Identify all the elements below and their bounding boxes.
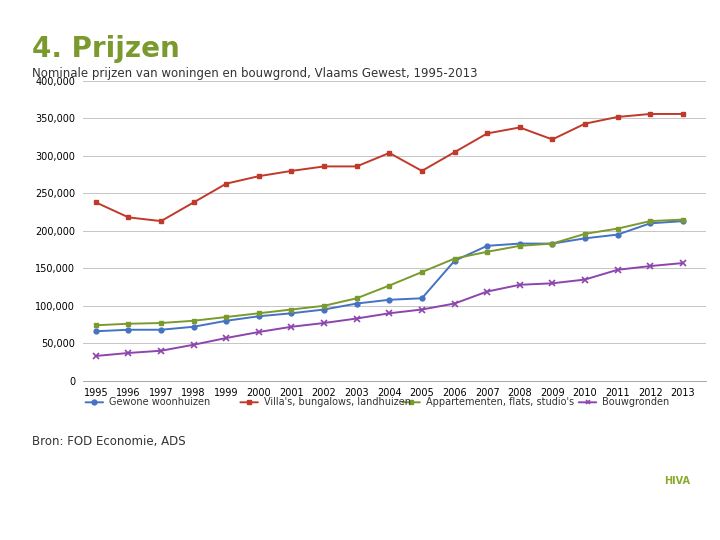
Text: 18: 18 xyxy=(353,520,367,530)
Line: Bouwgronden: Bouwgronden xyxy=(93,260,686,359)
Appartementen, flats, studio's xyxy=(157,320,166,326)
Appartementen, flats, studio's xyxy=(613,225,622,232)
Villa's, bungalows, landhuizen xyxy=(352,163,361,170)
Bouwgronden xyxy=(678,260,687,266)
Gewone woonhuizen xyxy=(320,306,328,313)
Villa's, bungalows, landhuizen xyxy=(157,218,166,224)
Appartementen, flats, studio's xyxy=(450,255,459,262)
Appartementen, flats, studio's xyxy=(287,306,296,313)
Gewone woonhuizen xyxy=(548,240,557,247)
Text: Gewone woonhuizen: Gewone woonhuizen xyxy=(109,397,210,407)
Gewone woonhuizen xyxy=(516,240,524,247)
Gewone woonhuizen xyxy=(255,313,264,320)
Bouwgronden xyxy=(450,300,459,307)
Text: Nominale prijzen van woningen en bouwgrond, Vlaams Gewest, 1995-2013: Nominale prijzen van woningen en bouwgro… xyxy=(32,68,478,80)
Villa's, bungalows, landhuizen xyxy=(483,130,492,137)
Text: 4. Prijzen: 4. Prijzen xyxy=(32,35,180,63)
Villa's, bungalows, landhuizen xyxy=(450,149,459,156)
Gewone woonhuizen xyxy=(450,258,459,264)
Villa's, bungalows, landhuizen xyxy=(678,111,687,117)
Gewone woonhuizen xyxy=(580,235,589,241)
Line: Gewone woonhuizen: Gewone woonhuizen xyxy=(94,219,685,334)
Bouwgronden xyxy=(483,288,492,295)
Bouwgronden xyxy=(646,263,654,269)
Villa's, bungalows, landhuizen xyxy=(548,136,557,143)
Villa's, bungalows, landhuizen xyxy=(287,167,296,174)
Bouwgronden xyxy=(580,276,589,283)
Appartementen, flats, studio's xyxy=(255,310,264,316)
Gewone woonhuizen xyxy=(613,231,622,238)
Text: Bouwgronden: Bouwgronden xyxy=(602,397,669,407)
Gewone woonhuizen xyxy=(91,328,100,334)
Bouwgronden xyxy=(189,341,198,348)
Appartementen, flats, studio's xyxy=(222,314,230,320)
Gewone woonhuizen xyxy=(352,300,361,307)
Bouwgronden xyxy=(287,323,296,330)
Villa's, bungalows, landhuizen xyxy=(124,214,132,221)
Bouwgronden xyxy=(516,281,524,288)
Text: HIVA: HIVA xyxy=(665,476,690,485)
Bouwgronden xyxy=(613,267,622,273)
Appartementen, flats, studio's xyxy=(483,248,492,255)
Text: Appartementen, flats, studio's: Appartementen, flats, studio's xyxy=(426,397,574,407)
Appartementen, flats, studio's xyxy=(646,218,654,224)
Gewone woonhuizen xyxy=(385,296,394,303)
Appartementen, flats, studio's xyxy=(189,318,198,324)
Bouwgronden xyxy=(385,310,394,316)
Text: Bron: FOD Economie, ADS: Bron: FOD Economie, ADS xyxy=(32,435,186,448)
Villa's, bungalows, landhuizen xyxy=(418,167,426,174)
Bouwgronden xyxy=(157,348,166,354)
Villa's, bungalows, landhuizen xyxy=(91,199,100,206)
Appartementen, flats, studio's xyxy=(385,282,394,289)
Appartementen, flats, studio's xyxy=(548,240,557,247)
Villa's, bungalows, landhuizen xyxy=(646,111,654,117)
Gewone woonhuizen xyxy=(124,327,132,333)
Villa's, bungalows, landhuizen xyxy=(385,150,394,156)
Gewone woonhuizen xyxy=(287,310,296,316)
Villa's, bungalows, landhuizen xyxy=(189,199,198,206)
Bouwgronden xyxy=(418,306,426,313)
Gewone woonhuizen xyxy=(678,218,687,224)
Text: Villa's, bungalows, landhuizen: Villa's, bungalows, landhuizen xyxy=(264,397,410,407)
Bouwgronden xyxy=(222,335,230,341)
Gewone woonhuizen xyxy=(483,242,492,249)
Villa's, bungalows, landhuizen xyxy=(613,114,622,120)
Bouwgronden xyxy=(320,320,328,326)
Bouwgronden xyxy=(548,280,557,287)
Appartementen, flats, studio's xyxy=(91,322,100,328)
Appartementen, flats, studio's xyxy=(678,217,687,223)
Appartementen, flats, studio's xyxy=(418,269,426,275)
Gewone woonhuizen xyxy=(646,220,654,227)
Gewone woonhuizen xyxy=(222,318,230,324)
Bouwgronden xyxy=(352,315,361,322)
Villa's, bungalows, landhuizen xyxy=(580,120,589,127)
Appartementen, flats, studio's xyxy=(580,231,589,237)
Bouwgronden xyxy=(255,329,264,335)
Appartementen, flats, studio's xyxy=(516,242,524,249)
Bouwgronden xyxy=(124,350,132,356)
Gewone woonhuizen xyxy=(157,327,166,333)
Appartementen, flats, studio's xyxy=(320,302,328,309)
Gewone woonhuizen xyxy=(418,295,426,301)
Villa's, bungalows, landhuizen xyxy=(222,180,230,187)
Bouwgronden xyxy=(91,353,100,359)
Villa's, bungalows, landhuizen xyxy=(255,173,264,179)
Appartementen, flats, studio's xyxy=(124,321,132,327)
Villa's, bungalows, landhuizen xyxy=(320,163,328,170)
Villa's, bungalows, landhuizen xyxy=(516,124,524,131)
Appartementen, flats, studio's xyxy=(352,295,361,301)
Line: Villa's, bungalows, landhuizen: Villa's, bungalows, landhuizen xyxy=(94,112,685,224)
Line: Appartementen, flats, studio's: Appartementen, flats, studio's xyxy=(94,217,685,328)
Gewone woonhuizen xyxy=(189,323,198,330)
Text: KU LEUVEN: KU LEUVEN xyxy=(550,474,629,487)
